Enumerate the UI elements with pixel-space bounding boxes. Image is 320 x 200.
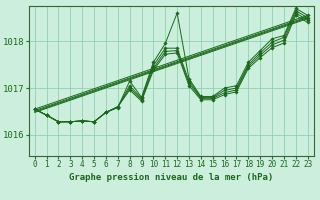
X-axis label: Graphe pression niveau de la mer (hPa): Graphe pression niveau de la mer (hPa) <box>69 173 273 182</box>
